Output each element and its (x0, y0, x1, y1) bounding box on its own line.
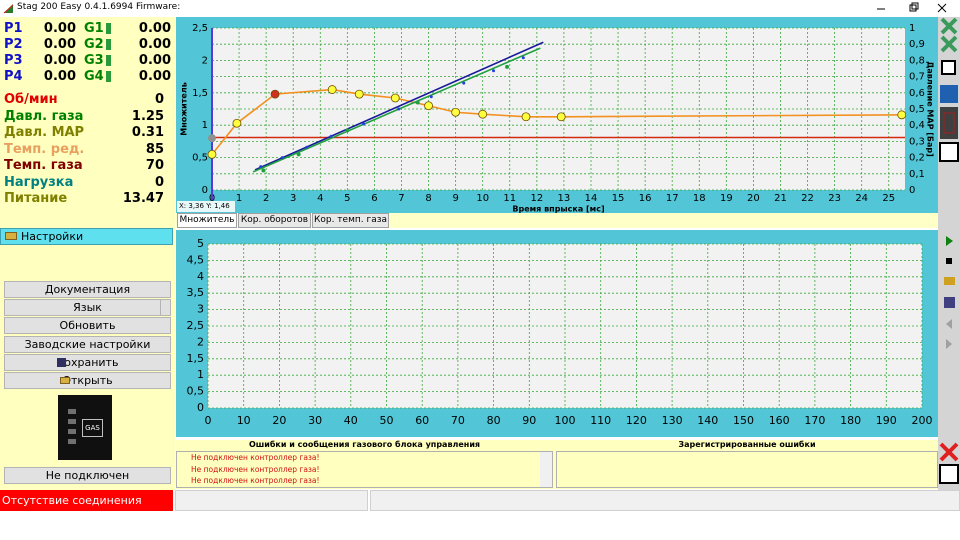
gas-indicator: GAS (58, 395, 112, 460)
window-title: Stag 200 Easy 0.4.1.6994 Firmware: (17, 2, 181, 12)
left-panel: P1 0.00 G1 0.00 P2 0.00 G2 0.00 P3 0.00 G3 0.00 P4 0.… (0, 17, 175, 490)
button-label: Язык (73, 301, 102, 314)
tab[interactable]: Кор. оборотов (238, 213, 311, 228)
channel-label: P2 (4, 37, 23, 52)
channel-value: 0.00 (43, 21, 76, 36)
channel-label: P1 (4, 21, 23, 36)
button[interactable]: Открыть (4, 372, 171, 389)
error-message: Не подключен контроллер газа! (191, 453, 320, 462)
parameter-label: Нагрузка (4, 174, 74, 190)
status-cell (175, 490, 368, 511)
gas-value: 0.00 (138, 53, 171, 68)
parameter-value: 0.31 (131, 125, 164, 140)
scrollbar[interactable] (540, 452, 552, 487)
parameter-value: 1.25 (131, 108, 164, 124)
parameter-label: Питание (4, 191, 68, 206)
cursor-readout: X: 3,36 Y: 1,46 (177, 201, 235, 212)
parameter-value: 85 (145, 141, 164, 157)
gas-label: G2 (84, 37, 104, 52)
button[interactable]: Обновить (4, 317, 171, 334)
gas-value: 0.00 (138, 37, 171, 52)
gas-value: 0.00 (138, 69, 171, 84)
registered-title: Зарегистрированные ошибки (678, 440, 816, 449)
top-chart-panel (176, 17, 938, 213)
indicator-led (68, 409, 76, 414)
settings-header[interactable]: Настройки (0, 228, 173, 245)
error-message: Не подключен контроллер газа! (191, 464, 320, 474)
gas-icon (106, 55, 111, 66)
status-cell (370, 490, 960, 511)
button[interactable]: Документация (4, 281, 171, 298)
parameter-label: Об/мин (4, 92, 58, 107)
gas-label: G4 (84, 69, 104, 84)
channel-value: 0.00 (43, 53, 76, 68)
folder-icon (5, 232, 17, 240)
gas-icon (106, 23, 111, 34)
button[interactable]: Заводские настройки (4, 336, 171, 353)
right-toolbar (938, 17, 960, 490)
window-controls[interactable] (870, 0, 960, 17)
gas-icon (106, 39, 111, 50)
parameter-label: Темп. газа (4, 158, 83, 173)
parameter-label: Давл. MAP (4, 125, 85, 140)
error-message: Не подключен контроллер газа! (191, 476, 320, 485)
parameter-value: 70 (145, 158, 164, 173)
tab[interactable]: Множитель (177, 213, 237, 228)
tab[interactable]: Кор. темп. газа (312, 213, 389, 228)
open-icon (60, 377, 70, 384)
parameter-label: Темп. ред. (4, 141, 85, 157)
parameter-value: 13.47 (122, 191, 164, 206)
dropdown-arrow (160, 300, 170, 315)
status-connection: Отсутствие соединения (0, 490, 173, 511)
indicator-led (68, 439, 76, 444)
toolbar-icons[interactable] (938, 17, 960, 490)
bottom-chart-panel (176, 230, 938, 437)
error-panel: Ошибки и сообщения газового блока управл… (176, 440, 938, 489)
channel-value: 0.00 (43, 69, 76, 84)
errors-title: Ошибки и сообщения газового блока управл… (248, 440, 481, 449)
connection-select[interactable]: Не подключен (4, 467, 171, 484)
channel-value: 0.00 (43, 37, 76, 52)
channel-label: P4 (4, 69, 23, 84)
button[interactable]: Язык (4, 299, 171, 316)
button-label: Сохранить (56, 356, 119, 369)
indicator-led (68, 419, 76, 424)
registered-list (556, 451, 938, 488)
channel-label: P3 (4, 53, 23, 68)
button-label: Обновить (59, 319, 116, 332)
tab-strip: Множитель Кор. оборотов Кор. темп. газа (176, 213, 938, 228)
parameter-value: 0 (154, 174, 164, 190)
gas-label: G1 (84, 21, 104, 36)
indicator-led (68, 429, 76, 434)
button-label: Заводские настройки (24, 338, 151, 351)
app-icon (3, 4, 14, 14)
button[interactable]: Сохранить (4, 354, 171, 371)
save-icon (57, 358, 66, 367)
title-bar: Stag 200 Easy 0.4.1.6994 Firmware: (0, 0, 960, 17)
parameter-value: 0 (154, 92, 164, 107)
button-label: Документация (44, 283, 131, 296)
gas-icon (106, 71, 111, 82)
button-label: Открыть (62, 374, 113, 387)
gas-value: 0.00 (138, 21, 171, 36)
gas-label: G3 (84, 53, 104, 68)
gas-status: GAS (82, 419, 103, 437)
parameter-label: Давл. газа (4, 108, 84, 124)
errors-list: Не подключен контроллер газа! Не подключе… (176, 451, 553, 488)
